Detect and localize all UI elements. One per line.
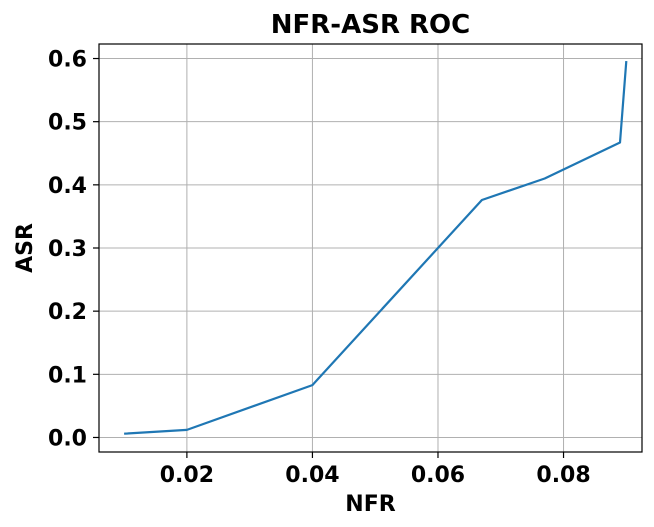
x-tick-label: 0.02 (160, 463, 214, 488)
x-axis-label: NFR (345, 492, 395, 517)
ticks-layer: 0.02 0.04 0.06 0.08 0.0 0.1 0.2 0.3 0.4 0.5 0.6 (48, 48, 591, 488)
y-tick-label: 0.3 (48, 237, 87, 262)
y-tick-label: 0.6 (48, 48, 87, 73)
series-layer (124, 61, 628, 435)
x-tick-label: 0.08 (536, 463, 590, 488)
y-tick-label: 0.1 (48, 363, 87, 388)
y-tick-label: 0.5 (48, 111, 87, 136)
y-tick-label: 0.2 (48, 300, 87, 325)
series-line (124, 61, 628, 435)
y-tick-label: 0.0 (48, 426, 87, 451)
y-axis-label: ASR (13, 223, 38, 273)
chart-title: NFR-ASR ROC (271, 10, 470, 40)
y-tick-label: 0.4 (48, 174, 87, 199)
grid-lines (99, 44, 642, 452)
x-tick-label: 0.04 (285, 463, 339, 488)
x-tick-label: 0.06 (411, 463, 465, 488)
